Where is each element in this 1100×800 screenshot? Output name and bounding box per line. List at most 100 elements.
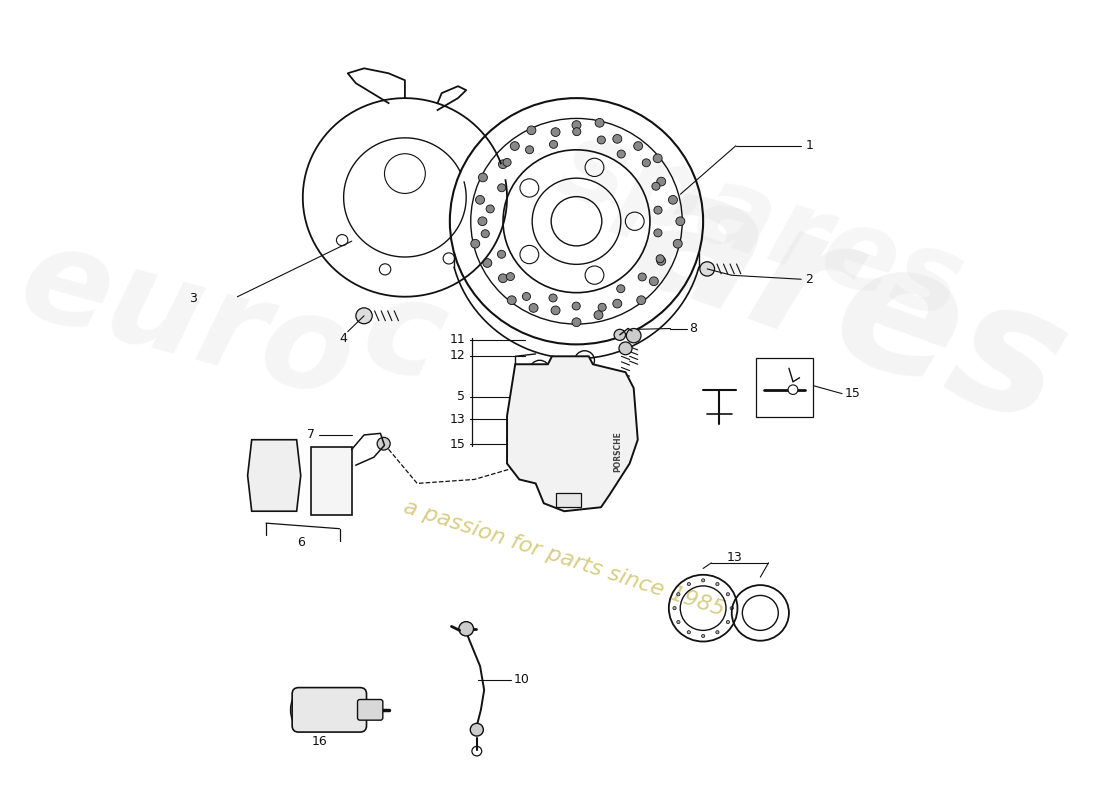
Polygon shape bbox=[311, 447, 352, 514]
Circle shape bbox=[486, 205, 494, 213]
Circle shape bbox=[617, 150, 625, 158]
Circle shape bbox=[634, 142, 642, 150]
Text: a passion for parts since 1985: a passion for parts since 1985 bbox=[402, 498, 727, 620]
Text: 16: 16 bbox=[311, 735, 327, 748]
Circle shape bbox=[527, 126, 536, 134]
Circle shape bbox=[483, 258, 492, 267]
Circle shape bbox=[478, 173, 487, 182]
Ellipse shape bbox=[290, 694, 307, 726]
Circle shape bbox=[619, 342, 632, 354]
Text: 13: 13 bbox=[450, 413, 465, 426]
Circle shape bbox=[730, 606, 734, 610]
Text: 3: 3 bbox=[189, 292, 197, 305]
Circle shape bbox=[613, 134, 621, 143]
Text: spares: spares bbox=[547, 110, 977, 341]
Circle shape bbox=[475, 195, 484, 204]
Text: c: c bbox=[349, 265, 456, 408]
Circle shape bbox=[673, 606, 676, 610]
Text: 5: 5 bbox=[458, 390, 465, 403]
Circle shape bbox=[549, 294, 557, 302]
Circle shape bbox=[522, 293, 530, 301]
Text: 15: 15 bbox=[450, 438, 465, 451]
Circle shape bbox=[594, 310, 603, 319]
Circle shape bbox=[673, 239, 682, 248]
Text: 2: 2 bbox=[805, 273, 813, 286]
Circle shape bbox=[653, 206, 662, 214]
Circle shape bbox=[653, 154, 662, 162]
Circle shape bbox=[702, 634, 705, 638]
Text: 12: 12 bbox=[450, 349, 465, 362]
Circle shape bbox=[669, 195, 678, 204]
Circle shape bbox=[356, 308, 372, 324]
Text: euro: euro bbox=[7, 215, 367, 426]
Circle shape bbox=[656, 254, 664, 262]
Circle shape bbox=[617, 285, 625, 293]
Circle shape bbox=[573, 128, 581, 136]
Circle shape bbox=[637, 296, 646, 305]
Circle shape bbox=[551, 306, 560, 314]
Circle shape bbox=[716, 582, 719, 586]
Text: 4: 4 bbox=[340, 331, 348, 345]
Circle shape bbox=[688, 582, 691, 586]
Circle shape bbox=[481, 230, 490, 238]
Circle shape bbox=[788, 385, 798, 394]
Circle shape bbox=[471, 723, 483, 736]
Circle shape bbox=[572, 302, 581, 310]
Circle shape bbox=[614, 330, 626, 341]
Circle shape bbox=[550, 141, 558, 148]
Text: 1: 1 bbox=[805, 139, 813, 152]
Circle shape bbox=[676, 621, 680, 624]
Text: 8: 8 bbox=[690, 322, 697, 335]
Circle shape bbox=[675, 217, 685, 226]
Circle shape bbox=[598, 303, 606, 311]
Circle shape bbox=[726, 593, 729, 596]
Text: 6: 6 bbox=[297, 537, 305, 550]
Text: 7: 7 bbox=[307, 429, 315, 442]
Circle shape bbox=[642, 159, 650, 166]
Circle shape bbox=[529, 303, 538, 312]
Circle shape bbox=[572, 121, 581, 130]
Circle shape bbox=[572, 318, 581, 326]
Circle shape bbox=[657, 178, 665, 186]
Text: PORSCHE: PORSCHE bbox=[613, 431, 621, 472]
Text: 10: 10 bbox=[514, 673, 529, 686]
Circle shape bbox=[497, 184, 506, 192]
Circle shape bbox=[595, 118, 604, 127]
Circle shape bbox=[503, 158, 512, 166]
Circle shape bbox=[613, 299, 621, 308]
Circle shape bbox=[459, 622, 473, 636]
Circle shape bbox=[726, 621, 729, 624]
Text: 13: 13 bbox=[726, 550, 742, 564]
Text: ares: ares bbox=[615, 146, 1089, 462]
Circle shape bbox=[652, 182, 660, 190]
Text: 15: 15 bbox=[845, 387, 860, 400]
FancyBboxPatch shape bbox=[358, 699, 383, 720]
Ellipse shape bbox=[548, 404, 597, 467]
Circle shape bbox=[716, 630, 719, 634]
Circle shape bbox=[597, 136, 605, 144]
Circle shape bbox=[377, 438, 390, 450]
Circle shape bbox=[688, 630, 691, 634]
Bar bbox=[557, 493, 581, 507]
Circle shape bbox=[510, 142, 519, 150]
Polygon shape bbox=[507, 356, 638, 511]
Circle shape bbox=[497, 250, 506, 258]
Circle shape bbox=[649, 277, 658, 286]
Text: 11: 11 bbox=[450, 333, 465, 346]
FancyBboxPatch shape bbox=[293, 687, 366, 732]
Circle shape bbox=[551, 128, 560, 137]
Circle shape bbox=[498, 274, 507, 282]
Circle shape bbox=[700, 262, 715, 276]
Circle shape bbox=[498, 160, 507, 169]
Ellipse shape bbox=[559, 450, 594, 494]
Circle shape bbox=[676, 593, 680, 596]
Circle shape bbox=[657, 257, 665, 266]
Circle shape bbox=[702, 578, 705, 582]
Bar bbox=[756, 358, 813, 418]
Polygon shape bbox=[248, 440, 300, 511]
Circle shape bbox=[626, 329, 641, 342]
Circle shape bbox=[478, 217, 487, 226]
Circle shape bbox=[507, 296, 516, 305]
Circle shape bbox=[471, 239, 480, 248]
Circle shape bbox=[526, 146, 534, 154]
